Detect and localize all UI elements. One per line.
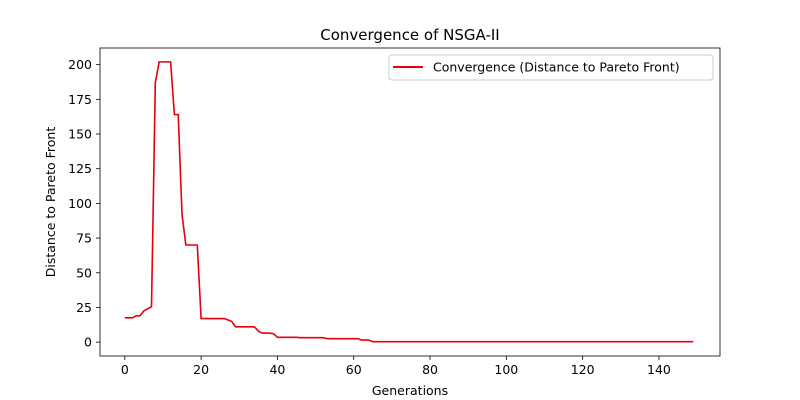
series-layer [124, 61, 694, 343]
y-tick-label: 75 [76, 231, 92, 246]
y-tick-label: 50 [76, 265, 92, 280]
legend: Convergence (Distance to Pareto Front) [388, 54, 714, 81]
legend-label: Convergence (Distance to Pareto Front) [433, 60, 680, 75]
x-tick-label: 0 [121, 362, 129, 377]
y-axis-label: Distance to Pareto Front [43, 127, 58, 278]
plot-area [99, 47, 721, 357]
x-tick-label: 140 [647, 362, 671, 377]
x-axis: 0 20 40 60 80 100 120 140 [121, 356, 671, 377]
x-tick-label: 20 [193, 362, 209, 377]
x-tick-label: 40 [269, 362, 285, 377]
x-axis-label: Generations [372, 383, 448, 398]
y-tick-label: 100 [68, 196, 92, 211]
y-tick-label: 150 [68, 127, 92, 142]
y-tick-label: 25 [76, 300, 92, 315]
plot-frame [99, 47, 721, 357]
legend-box [388, 54, 714, 81]
x-tick-label: 120 [571, 362, 595, 377]
y-tick-label: 200 [68, 57, 92, 72]
x-tick-label: 100 [494, 362, 518, 377]
y-axis: 0 25 50 75 100 125 150 175 200 [68, 57, 100, 350]
x-tick-label: 60 [346, 362, 362, 377]
y-tick-label: 0 [84, 335, 92, 350]
y-tick-label: 175 [68, 92, 92, 107]
y-tick-label: 125 [68, 161, 92, 176]
chart-title: Convergence of NSGA-II [320, 26, 499, 44]
x-tick-label: 80 [422, 362, 438, 377]
series-line [124, 61, 694, 343]
